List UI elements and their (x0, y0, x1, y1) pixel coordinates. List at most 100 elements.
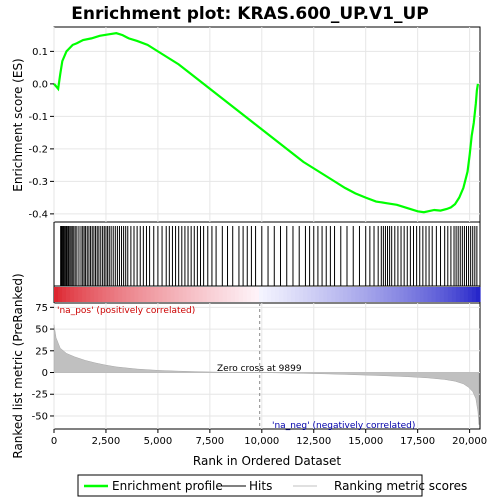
colorbar-segment (271, 287, 276, 302)
es-axis-label: Enrichment score (ES) (11, 58, 25, 191)
colorbar-segment (174, 287, 180, 302)
enrichment-profile-line (53, 32, 480, 214)
x-tick-label: 0 (51, 436, 57, 447)
colorbar-segment (283, 287, 288, 302)
colorbar-segment (70, 287, 75, 302)
colorbar-segment (138, 287, 144, 302)
colorbar-segment (279, 287, 284, 302)
metric-tick-label: -50 (32, 411, 48, 422)
colorbar-segment (347, 287, 352, 302)
colorbar-segment (246, 287, 252, 302)
colorbar-segment (206, 287, 212, 302)
colorbar-segment (234, 287, 240, 302)
es-tick-label: -0.1 (28, 112, 48, 123)
colorbar-segment (90, 287, 95, 302)
colorbar-segment (435, 287, 441, 302)
colorbar-segment (463, 287, 469, 302)
colorbar-segment (275, 287, 280, 302)
es-panel (53, 26, 481, 223)
colorbar-segment (363, 287, 369, 302)
colorbar-segment (162, 287, 168, 302)
colorbar-segment (427, 287, 433, 302)
ranking-metric-area (53, 324, 480, 425)
colorbar-segment (459, 287, 465, 302)
colorbar-segment (351, 287, 357, 302)
colorbar-segment (158, 287, 164, 302)
x-axis-label: Rank in Ordered Dataset (193, 454, 341, 468)
colorbar-segment (62, 287, 67, 302)
es-tick-label: 0.1 (32, 47, 48, 58)
colorbar-segment (98, 287, 103, 302)
neg-corr-label: 'na_neg' (negatively correlated) (272, 421, 415, 431)
colorbar-segment (343, 287, 348, 302)
colorbar-segment (379, 287, 385, 302)
colorbar-segment (331, 287, 336, 302)
colorbar-segment (78, 287, 83, 302)
colorbar-segment (110, 287, 115, 302)
legend-label: Enrichment profile (112, 479, 223, 493)
colorbar-segment (74, 287, 79, 302)
colorbar-segment (242, 287, 248, 302)
colorbar-segment (291, 287, 296, 302)
hits-panel (53, 221, 481, 287)
colorbar-segment (391, 287, 397, 302)
colorbar-segment (383, 287, 389, 302)
colorbar-segment (118, 287, 123, 302)
chart-title: Enrichment plot: KRAS.600_UP.V1_UP (71, 4, 428, 24)
colorbar-segment (194, 287, 200, 302)
metric-tick-label: -25 (32, 390, 48, 401)
x-tick-label: 7,500 (196, 436, 225, 447)
legend: Enrichment profile Hits Ranking metric sco… (84, 479, 467, 493)
colorbar-segment (186, 287, 192, 302)
x-tick-label: 2,500 (92, 436, 121, 447)
zero-cross-label: Zero cross at 9899 (217, 364, 302, 374)
pos-corr-label: 'na_pos' (positively correlated) (57, 306, 195, 316)
x-tick-label: 20,000 (452, 436, 487, 447)
colorbar-segment (371, 287, 377, 302)
colorbar-segment (443, 287, 449, 302)
es-tick-label: 0.0 (32, 79, 48, 90)
colorbar-segment (399, 287, 405, 302)
colorbar-segment (375, 287, 381, 302)
colorbar-segment (407, 287, 413, 302)
colorbar-segment (198, 287, 204, 302)
colorbar-segment (222, 287, 228, 302)
colorbar-segment (130, 287, 135, 302)
colorbar-segment (202, 287, 208, 302)
es-gridlines (53, 27, 480, 222)
colorbar-segment (262, 287, 268, 302)
colorbar-segment (250, 287, 256, 302)
rank-colorbar (54, 287, 481, 302)
colorbar-segment (367, 287, 373, 302)
colorbar-segment (126, 287, 131, 302)
colorbar-segment (411, 287, 417, 302)
colorbar-segment (295, 287, 300, 302)
colorbar-segment (142, 287, 148, 302)
colorbar-segment (86, 287, 91, 302)
colorbar-segment (54, 287, 59, 302)
legend-label: Hits (249, 479, 272, 493)
colorbar-segment (467, 287, 473, 302)
x-tick-label: 10,000 (244, 436, 279, 447)
colorbar-segment (134, 287, 139, 302)
colorbar-segment (178, 287, 184, 302)
metric-tick-label: 0 (42, 368, 48, 379)
legend-label: Ranking metric scores (334, 479, 467, 493)
colorbar-segment (419, 287, 425, 302)
colorbar-segment (299, 287, 304, 302)
colorbar-segment (327, 287, 332, 302)
colorbar-segment (226, 287, 232, 302)
colorbar-segment (102, 287, 107, 302)
es-tick-label: -0.3 (28, 177, 48, 188)
colorbar-segment (94, 287, 99, 302)
colorbar-segment (455, 287, 461, 302)
colorbar-segment (66, 287, 71, 302)
colorbar-segment (106, 287, 111, 302)
colorbar-segment (230, 287, 236, 302)
es-tick-label: -0.2 (28, 144, 48, 155)
x-tick-label: 12,500 (296, 436, 331, 447)
colorbar-segment (315, 287, 320, 302)
colorbar-segment (58, 287, 63, 302)
colorbar-segment (210, 287, 216, 302)
metric-tick-label: 25 (35, 346, 48, 357)
